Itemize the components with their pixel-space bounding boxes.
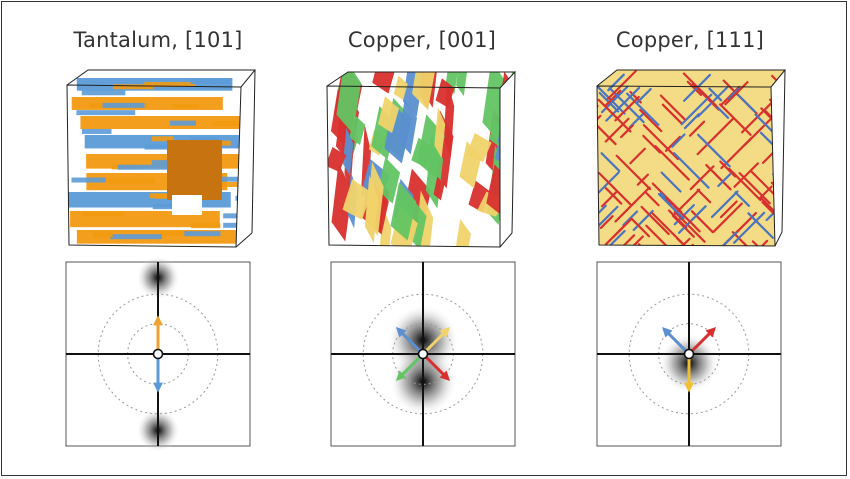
- arrow-down-left: [395, 352, 425, 382]
- panel-title-tantalum-101: Tantalum, [101]: [73, 28, 243, 52]
- cube-back-edge: [511, 71, 516, 234]
- arrow-up-right: [421, 326, 451, 356]
- arrow-up-right: [687, 326, 717, 356]
- cube-bottom-edge: [499, 232, 513, 248]
- cube-top-edges: [596, 69, 787, 88]
- cube-bottom-edge: [774, 231, 783, 247]
- panel-title-copper-001: Copper, [001]: [347, 28, 497, 52]
- origin-marker: [152, 348, 164, 360]
- orientation-map-tantalum: [65, 255, 251, 453]
- arrow-down: [684, 354, 694, 393]
- orientation-map-copper-111: [596, 261, 782, 447]
- arrow-down: [153, 354, 163, 393]
- origin-marker: [417, 348, 429, 360]
- arrow-up: [153, 315, 163, 354]
- cube-back-edge: [251, 69, 256, 234]
- cube-top-edges: [66, 69, 257, 88]
- cube-top-edges: [326, 71, 517, 89]
- panel-title-copper-111: Copper, [111]: [615, 28, 765, 52]
- cube-bottom-edge: [235, 232, 253, 248]
- cube-back-edge: [781, 69, 786, 233]
- arrow-up-left: [395, 326, 425, 356]
- orientation-map-copper-001: [330, 261, 516, 447]
- arrow-up-left: [661, 326, 691, 356]
- cube-tantalum: [66, 69, 257, 248]
- arrow-down-right: [421, 352, 451, 382]
- cube-texture: [67, 78, 255, 244]
- origin-marker: [683, 348, 695, 360]
